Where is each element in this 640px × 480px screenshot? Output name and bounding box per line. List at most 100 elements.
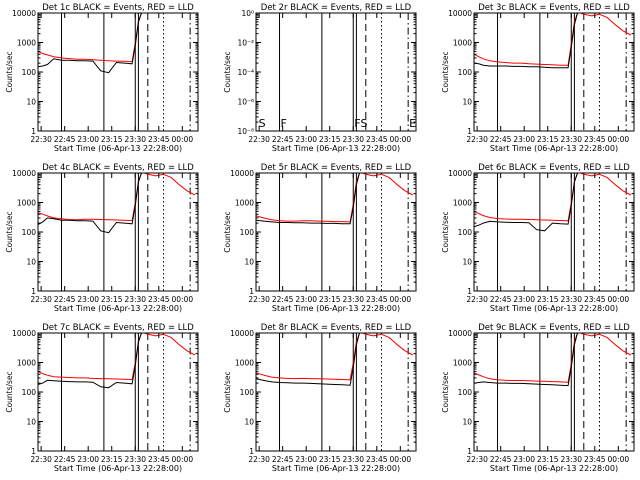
y-tick-label: 10000 [448,9,472,18]
x-tick-label: 23:15 [101,295,123,304]
y-tick-label: 1 [31,127,36,136]
x-axis-label: Start Time (06-Apr-13 22:28:00) [490,464,618,473]
panel-7: Det 7c BLACK = Events, RED = LLD 1 10 100 10… [5,323,199,473]
y-tick-label: 100 [458,68,473,77]
y-tick-label: 1000 [17,199,36,208]
panel-title: Det 1c BLACK = Events, RED = LLD [42,3,194,13]
y-tick-label: 10 [244,258,254,267]
x-tick-label: 00:00 [390,135,412,144]
x-tick-label: 23:00 [77,455,99,464]
x-tick-label: 23:30 [560,135,582,144]
plot-area [474,333,632,451]
x-tick-label: 00:00 [172,295,194,304]
x-axis-label: Start Time (06-Apr-13 22:28:00) [490,144,618,153]
panel-title: Det 3c BLACK = Events, RED = LLD [478,3,630,13]
plot-area [38,13,191,131]
series-events-line [38,333,145,389]
y-tick-label: 10 [462,258,472,267]
x-tick-label: 22:30 [466,135,488,144]
x-axis-label: Start Time (06-Apr-13 22:28:00) [54,144,182,153]
series-lld-line [474,173,632,222]
x-tick-label: 23:30 [342,295,364,304]
y-axis-label: Counts/sec [5,211,14,252]
x-tick-label: 23:30 [124,295,146,304]
series-events-line [474,333,581,387]
panel-annotation: F [354,117,360,130]
y-tick-label: 1000 [235,199,254,208]
series-events-line [256,173,363,225]
plot-area [38,173,196,291]
y-tick-label: 10000 [12,169,36,178]
x-tick-label: 23:30 [342,135,364,144]
y-tick-label: 10000 [12,329,36,338]
x-tick-label: 23:15 [537,135,559,144]
y-tick-label: 10⁻⁴ [237,68,254,77]
x-tick-label: 00:00 [390,455,412,464]
x-tick-label: 23:45 [584,295,606,304]
panel-3: Det 3c BLACK = Events, RED = LLD 1 10 100 10… [441,3,635,153]
y-tick-label: 10 [26,418,36,427]
y-tick-label: 10000 [230,169,254,178]
y-tick-label: 10⁻⁸ [237,127,254,136]
panel-title: Det 9c BLACK = Events, RED = LLD [478,323,630,333]
x-tick-label: 00:00 [608,135,630,144]
y-tick-label: 1 [467,287,472,296]
y-axis-label: Counts/sec [5,371,14,412]
x-tick-label: 23:45 [366,135,388,144]
x-tick-label: 22:30 [30,135,52,144]
y-tick-label: 10⁻⁶ [237,98,254,107]
x-tick-label: 00:00 [172,135,194,144]
y-tick-label: 10 [462,98,472,107]
panel-8: Det 8r BLACK = Events, RED = LLD 1 10 100 10… [223,323,417,473]
x-tick-label: 23:45 [148,455,170,464]
y-tick-label: 10 [26,258,36,267]
y-tick-label: 10000 [448,329,472,338]
y-axis-label: Counts/sec [5,51,14,92]
x-tick-label: 23:00 [513,455,535,464]
series-lld-line [38,173,196,222]
x-tick-label: 23:45 [584,455,606,464]
y-tick-label: 1 [249,287,254,296]
series-lld-line [474,13,632,66]
x-tick-label: 23:00 [295,135,317,144]
y-axis-label: Counts/sec [441,371,450,412]
x-tick-label: 23:45 [366,455,388,464]
panel-title: Det 6c BLACK = Events, RED = LLD [478,163,630,173]
x-tick-label: 22:45 [490,455,512,464]
plot-area [279,13,409,131]
panel-6: Det 6c BLACK = Events, RED = LLD 1 10 100 10… [441,163,635,313]
y-axis-label: Counts/sec [223,371,232,412]
series-lld-line [474,333,632,383]
x-tick-label: 23:00 [295,455,317,464]
y-tick-label: 1 [249,447,254,456]
x-tick-label: 23:45 [148,135,170,144]
x-tick-label: 22:45 [272,295,294,304]
x-axis-label: Start Time (06-Apr-13 22:28:00) [54,464,182,473]
x-tick-label: 00:00 [390,295,412,304]
x-tick-label: 22:45 [54,135,76,144]
x-tick-label: 23:30 [342,455,364,464]
series-events-line [474,173,581,232]
y-tick-label: 1000 [453,359,472,368]
y-tick-label: 10⁰ [241,9,254,18]
y-tick-label: 10 [26,98,36,107]
y-axis-label: Counts/sec [223,51,232,92]
y-tick-label: 100 [22,68,37,77]
x-tick-label: 23:15 [319,295,341,304]
x-tick-label: 23:00 [77,295,99,304]
series-events-line [38,173,145,234]
panel-4: Det 4c BLACK = Events, RED = LLD 1 10 100 10… [5,163,199,313]
x-tick-label: 23:15 [319,135,341,144]
x-tick-label: 22:30 [248,455,270,464]
y-tick-label: 100 [458,388,473,397]
x-tick-label: 22:30 [30,295,52,304]
x-axis-label: Start Time (06-Apr-13 22:28:00) [490,304,618,313]
series-events-line [256,333,363,386]
y-tick-label: 100 [22,388,37,397]
x-tick-label: 23:45 [584,135,606,144]
y-tick-label: 1000 [17,359,36,368]
x-tick-label: 23:15 [537,295,559,304]
x-tick-label: 00:00 [608,455,630,464]
